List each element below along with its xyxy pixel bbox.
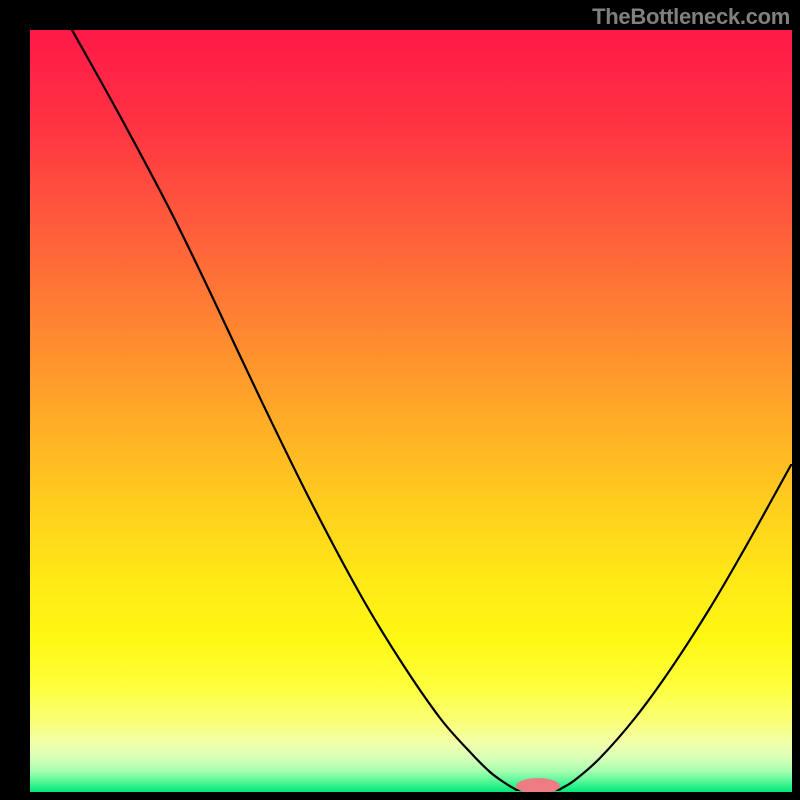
watermark-text: TheBottleneck.com bbox=[592, 4, 790, 30]
chart-container: TheBottleneck.com bbox=[0, 0, 800, 800]
optimal-marker bbox=[516, 778, 560, 794]
bottleneck-chart bbox=[0, 0, 800, 800]
